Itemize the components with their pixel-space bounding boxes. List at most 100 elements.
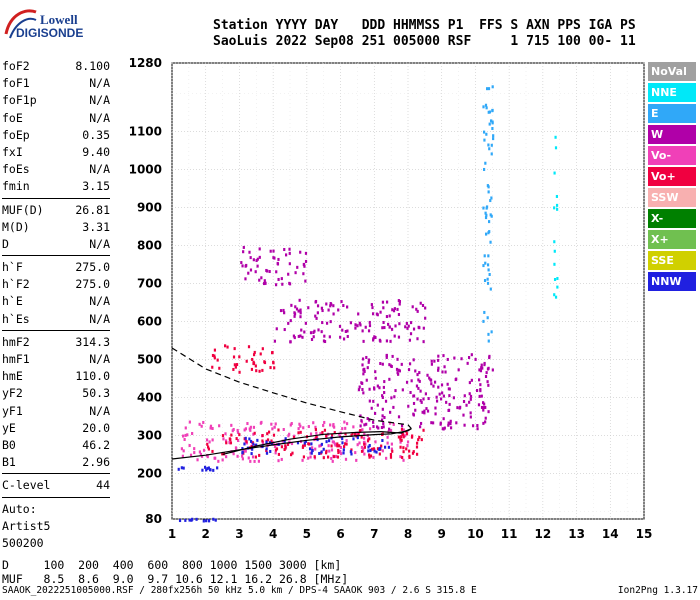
- echo-point: [358, 385, 361, 389]
- echo-point: [408, 362, 412, 366]
- echo-point: [359, 414, 362, 418]
- echo-point: [246, 422, 249, 426]
- echo-point: [446, 357, 449, 361]
- echo-point: [466, 361, 469, 365]
- echo-point: [310, 337, 314, 341]
- echo-point: [200, 424, 203, 428]
- echo-point: [402, 428, 405, 432]
- echo-point: [417, 386, 420, 390]
- echo-point: [225, 441, 228, 445]
- echo-point: [491, 368, 494, 372]
- echo-point: [379, 362, 382, 366]
- echo-point: [248, 437, 251, 441]
- echo-point: [247, 345, 251, 349]
- param-label: foE: [2, 110, 23, 125]
- echo-point: [489, 119, 493, 123]
- param-separator: [2, 496, 110, 498]
- echo-point: [265, 268, 268, 272]
- echo-point: [555, 194, 559, 198]
- echo-point: [416, 373, 419, 377]
- echo-point: [480, 405, 484, 409]
- echo-point: [442, 427, 445, 431]
- echo-point: [484, 216, 488, 220]
- echo-point: [423, 411, 426, 415]
- x-tick-label: 9: [438, 527, 446, 541]
- echo-point: [346, 329, 349, 333]
- legend-item: E: [648, 104, 696, 123]
- echo-point: [470, 378, 473, 382]
- param-value: 9.40: [82, 144, 110, 159]
- echo-point: [241, 454, 244, 458]
- echo-point: [211, 365, 214, 369]
- echo-point: [337, 451, 340, 455]
- echo-point: [230, 433, 233, 437]
- echo-point: [477, 403, 481, 407]
- echo-point: [198, 450, 201, 454]
- echo-point: [221, 452, 224, 456]
- echo-point: [357, 432, 360, 436]
- echo-point: [364, 325, 367, 329]
- echo-point: [249, 459, 252, 463]
- x-tick-label: 10: [467, 527, 484, 541]
- param-value: 8.100: [75, 59, 110, 73]
- echo-point: [235, 437, 238, 441]
- param-row: foF1 N/A: [2, 75, 110, 92]
- echo-point: [324, 451, 328, 455]
- echo-point: [398, 302, 401, 306]
- echo-point: [448, 402, 451, 406]
- echo-point: [485, 205, 489, 209]
- echo-point: [296, 441, 300, 445]
- echo-point: [422, 340, 425, 344]
- echo-point: [314, 314, 317, 318]
- legend: NoVal NNE E W Vo- Vo+ SSW X- X+ SSE NNW: [648, 62, 696, 293]
- echo-point: [556, 207, 559, 211]
- echo-point: [340, 300, 343, 304]
- echo-point: [468, 400, 471, 404]
- echo-point: [293, 314, 296, 318]
- echo-point: [241, 447, 244, 451]
- echo-point: [484, 211, 487, 215]
- echo-point: [342, 337, 346, 341]
- echo-point: [553, 262, 556, 266]
- echo-point: [296, 265, 299, 269]
- param-label: D: [2, 236, 9, 251]
- echo-point: [442, 417, 445, 421]
- echo-point: [454, 378, 457, 382]
- echo-point: [414, 408, 417, 412]
- echo-point: [487, 332, 490, 336]
- echo-point: [233, 363, 236, 367]
- echo-point: [247, 271, 250, 275]
- echo-point: [483, 402, 486, 406]
- y-tick-label: 400: [137, 390, 162, 404]
- echo-point: [553, 171, 556, 175]
- echo-point: [303, 443, 306, 447]
- echo-point: [258, 278, 261, 282]
- param-row: h`F2 275.0: [2, 276, 110, 293]
- echo-point: [294, 271, 297, 275]
- echo-point: [224, 344, 227, 348]
- echo-point: [355, 431, 358, 435]
- echo-point: [378, 338, 381, 342]
- echo-point: [188, 420, 191, 424]
- echo-point: [409, 390, 412, 394]
- echo-point: [430, 359, 433, 363]
- echo-point: [373, 447, 376, 451]
- echo-point: [434, 406, 437, 410]
- echo-point: [182, 449, 185, 453]
- echo-point: [251, 455, 255, 459]
- echo-point: [402, 435, 405, 439]
- echo-point: [380, 418, 384, 422]
- echo-point: [374, 370, 377, 374]
- echo-point: [287, 272, 290, 276]
- echo-point: [390, 396, 393, 400]
- echo-point: [391, 308, 394, 312]
- echo-point: [292, 435, 296, 439]
- echo-point: [424, 392, 427, 396]
- echo-point: [330, 444, 333, 448]
- echo-point: [211, 449, 214, 453]
- legend-item: W: [648, 125, 696, 144]
- echo-point: [267, 442, 271, 446]
- echo-point: [277, 428, 280, 432]
- param-row: yF2 50.3: [2, 385, 110, 402]
